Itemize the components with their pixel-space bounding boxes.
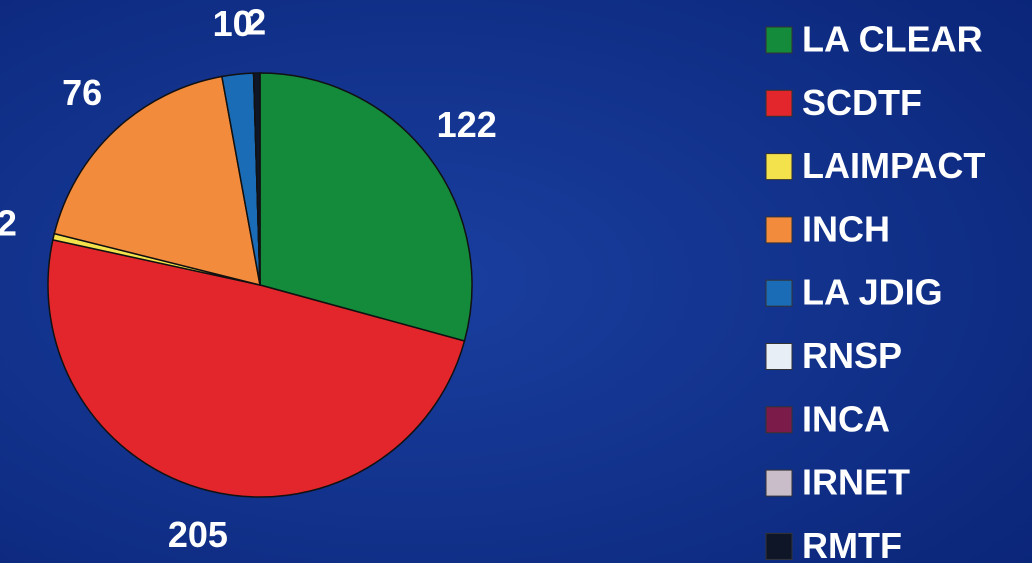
pie-slice bbox=[252, 72, 261, 286]
legend-label: RMTF bbox=[802, 525, 902, 563]
legend-swatch bbox=[765, 89, 793, 117]
data-label: 2 bbox=[0, 202, 17, 243]
legend-swatch bbox=[765, 406, 793, 434]
legend-swatch bbox=[765, 216, 793, 244]
pie-slice bbox=[53, 75, 261, 287]
legend-swatch bbox=[765, 153, 793, 181]
data-label: 122 bbox=[437, 104, 497, 145]
legend-swatch bbox=[765, 26, 793, 54]
data-label: 205 bbox=[168, 514, 228, 555]
legend-swatch bbox=[765, 279, 793, 307]
data-label: 2 bbox=[246, 2, 266, 43]
legend-label: LA JDIG bbox=[802, 272, 943, 313]
data-label: 76 bbox=[62, 72, 102, 113]
legend-label: LA CLEAR bbox=[802, 19, 983, 60]
legend-label: INCH bbox=[802, 208, 890, 249]
legend-label: LAIMPACT bbox=[802, 145, 985, 186]
legend-swatch bbox=[765, 469, 793, 497]
pie-slice bbox=[259, 72, 473, 342]
data-label: 10 bbox=[213, 3, 253, 44]
pie-slice bbox=[47, 238, 466, 498]
legend-label: IRNET bbox=[802, 462, 910, 503]
legend-swatch bbox=[765, 343, 793, 370]
legend-swatch bbox=[765, 532, 793, 560]
legend-label: RNSP bbox=[802, 335, 902, 376]
legend-label: SCDTF bbox=[802, 82, 922, 123]
legend-label: INCA bbox=[802, 398, 890, 439]
